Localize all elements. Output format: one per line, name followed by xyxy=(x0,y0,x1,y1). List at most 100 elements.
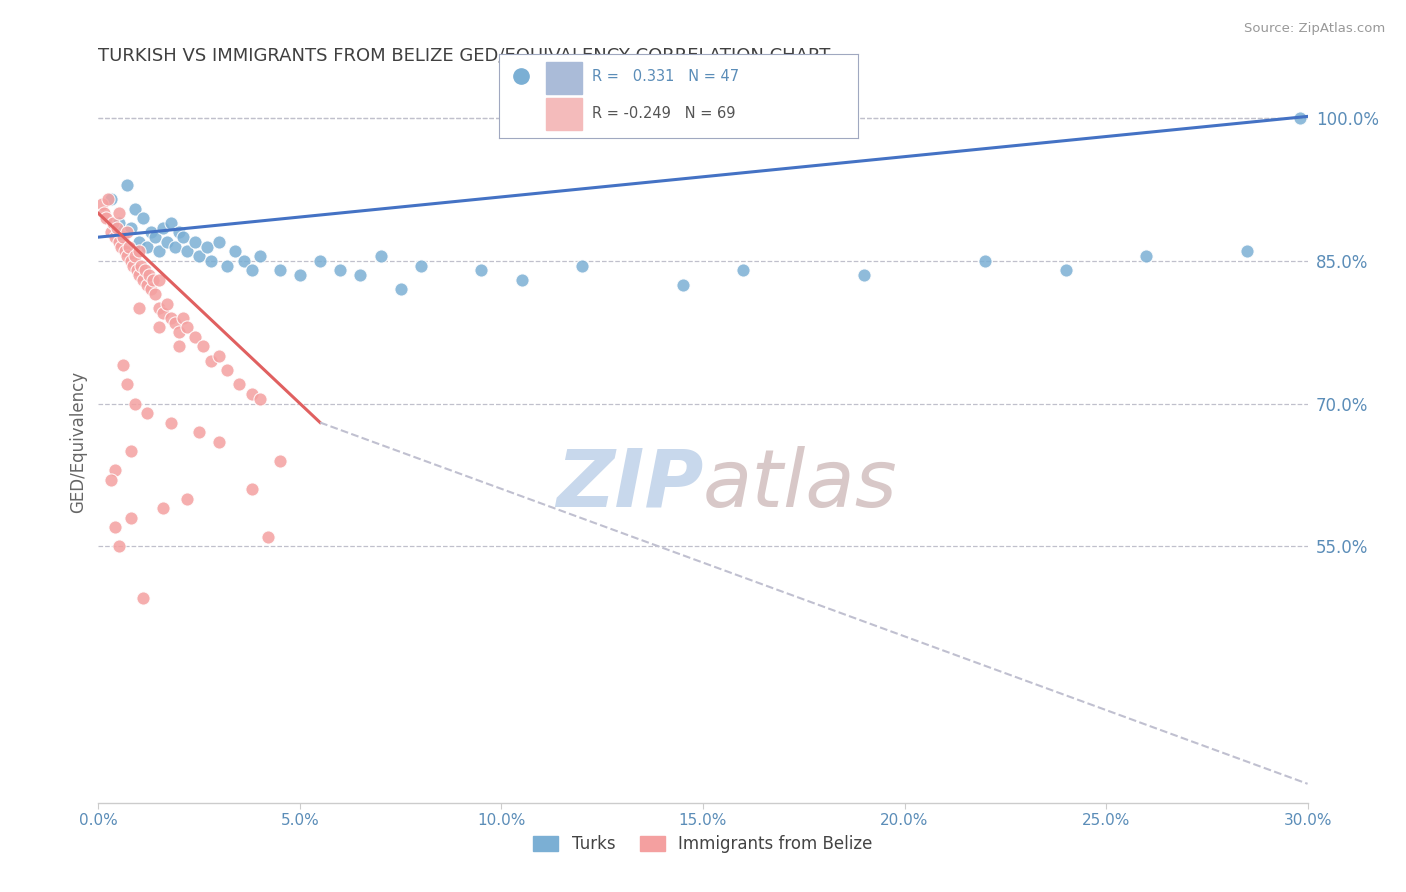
Point xyxy=(148,244,170,259)
Point xyxy=(208,434,231,449)
Point xyxy=(974,253,997,268)
Legend: Turks, Immigrants from Belize: Turks, Immigrants from Belize xyxy=(526,828,880,860)
Point xyxy=(111,230,134,244)
Point xyxy=(228,377,250,392)
Point xyxy=(200,253,222,268)
Point xyxy=(167,325,190,339)
Point xyxy=(152,306,174,320)
Point xyxy=(132,273,155,287)
Point xyxy=(188,425,211,439)
Point xyxy=(167,226,190,240)
Point xyxy=(101,216,124,230)
Point xyxy=(121,259,143,273)
Point xyxy=(125,263,148,277)
Point xyxy=(103,463,125,477)
Point xyxy=(188,249,211,263)
Point xyxy=(114,244,136,259)
Point xyxy=(672,277,695,292)
Point xyxy=(148,301,170,316)
Y-axis label: GED/Equivalency: GED/Equivalency xyxy=(69,370,87,513)
Point xyxy=(100,192,122,206)
Point xyxy=(269,453,291,467)
Point xyxy=(152,501,174,516)
Point xyxy=(208,349,231,363)
Point xyxy=(128,244,150,259)
Point xyxy=(249,249,271,263)
Point xyxy=(120,253,142,268)
Point xyxy=(128,301,150,316)
Text: TURKISH VS IMMIGRANTS FROM BELIZE GED/EQUIVALENCY CORRELATION CHART: TURKISH VS IMMIGRANTS FROM BELIZE GED/EQ… xyxy=(98,47,831,65)
Point xyxy=(288,268,311,282)
Point xyxy=(853,268,876,282)
Text: atlas: atlas xyxy=(703,446,898,524)
Point xyxy=(143,230,166,244)
Point xyxy=(107,539,129,553)
Point xyxy=(152,220,174,235)
Point xyxy=(115,226,138,240)
Point xyxy=(156,296,179,310)
Point xyxy=(128,268,150,282)
Point xyxy=(132,591,155,606)
Point xyxy=(172,310,194,325)
Point xyxy=(184,330,207,344)
Point xyxy=(143,287,166,301)
Point xyxy=(110,240,132,254)
Point xyxy=(163,316,186,330)
Point xyxy=(160,216,183,230)
Point xyxy=(139,226,162,240)
Point xyxy=(142,273,165,287)
Point xyxy=(118,240,141,254)
Point xyxy=(111,359,134,373)
Point xyxy=(100,473,122,487)
Bar xyxy=(546,97,582,130)
Point xyxy=(349,268,371,282)
Text: R =   0.331   N = 47: R = 0.331 N = 47 xyxy=(592,69,740,84)
Text: ZIP: ZIP xyxy=(555,446,703,524)
Point xyxy=(115,249,138,263)
Point xyxy=(139,282,162,296)
Point xyxy=(97,192,120,206)
Point xyxy=(135,277,157,292)
Text: Source: ZipAtlas.com: Source: ZipAtlas.com xyxy=(1244,22,1385,36)
Point xyxy=(96,211,118,226)
Point xyxy=(232,253,254,268)
Point xyxy=(160,310,183,325)
Point xyxy=(135,240,157,254)
Point xyxy=(1054,263,1077,277)
Point xyxy=(1236,244,1258,259)
Point xyxy=(1288,112,1310,126)
Point xyxy=(176,491,198,506)
Point xyxy=(176,320,198,334)
Point xyxy=(269,263,291,277)
Point xyxy=(217,259,239,273)
Point xyxy=(470,263,492,277)
Point xyxy=(370,249,392,263)
Point xyxy=(193,339,215,353)
Point xyxy=(107,216,129,230)
Point xyxy=(249,392,271,406)
Point xyxy=(107,235,129,249)
Point xyxy=(134,263,156,277)
Point xyxy=(309,253,332,268)
Point xyxy=(105,220,128,235)
Point xyxy=(240,387,263,401)
Point xyxy=(409,259,432,273)
Point xyxy=(195,240,218,254)
Point xyxy=(115,178,138,192)
Point xyxy=(167,339,190,353)
Point xyxy=(128,235,150,249)
Point xyxy=(129,259,152,273)
Point xyxy=(135,406,157,420)
Point xyxy=(115,377,138,392)
Text: R = -0.249   N = 69: R = -0.249 N = 69 xyxy=(592,106,735,121)
Point xyxy=(120,444,142,458)
Point xyxy=(120,220,142,235)
Point xyxy=(256,530,278,544)
Point xyxy=(156,235,179,249)
Point xyxy=(184,235,207,249)
Point xyxy=(510,273,533,287)
Point xyxy=(91,197,114,211)
Point xyxy=(124,249,146,263)
Point xyxy=(100,226,122,240)
Point xyxy=(1135,249,1157,263)
